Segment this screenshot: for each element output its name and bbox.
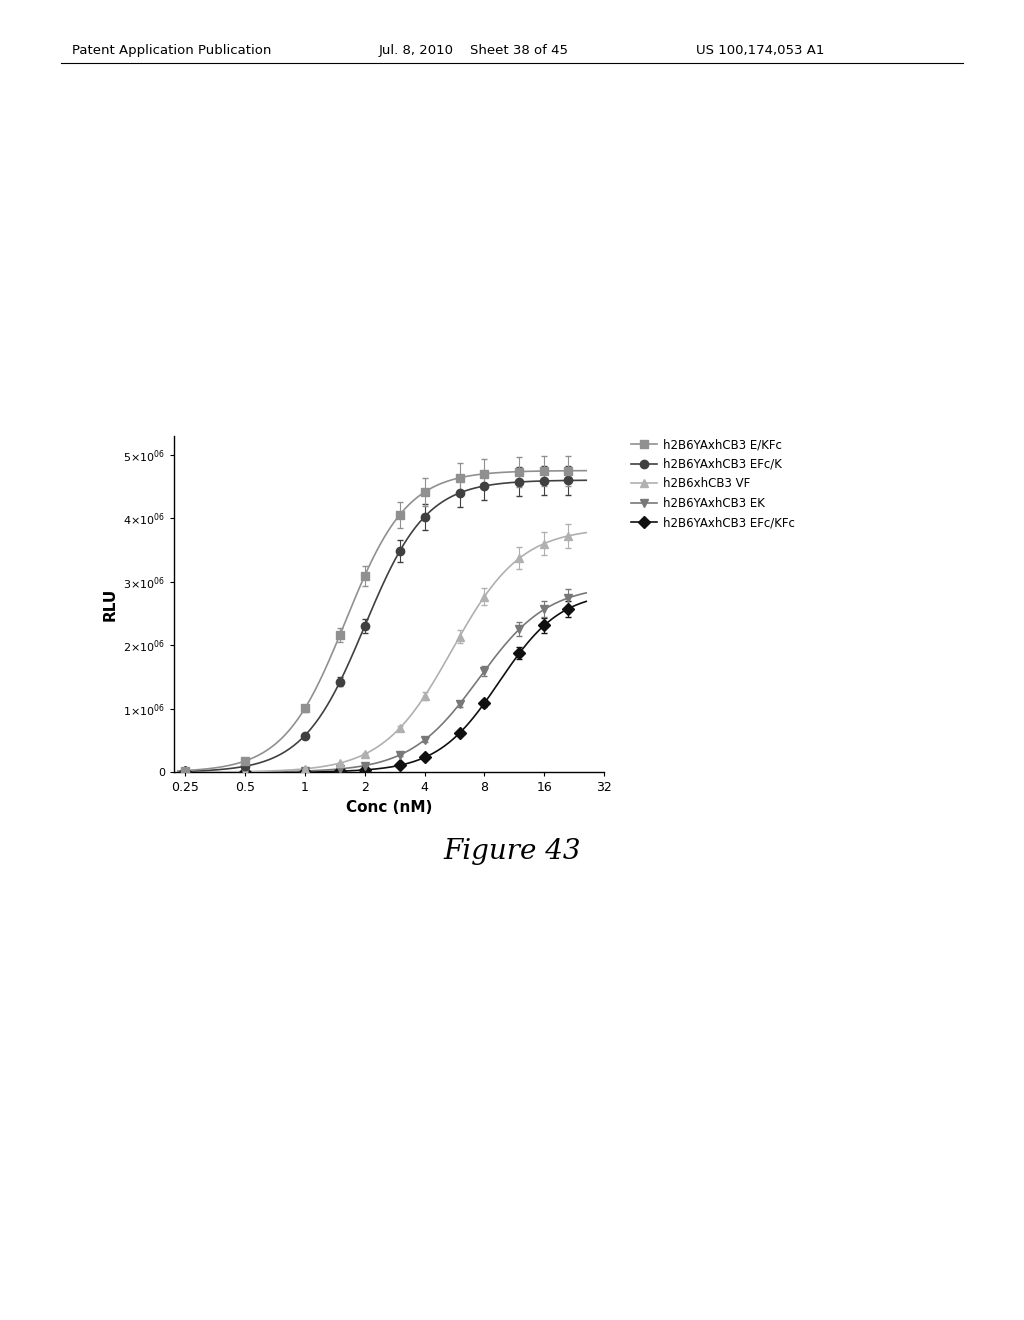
Text: Patent Application Publication: Patent Application Publication <box>72 44 271 57</box>
Legend: h2B6YAxhCB3 E/KFc, h2B6YAxhCB3 EFc/K, h2B6xhCB3 VF, h2B6YAxhCB3 EK, h2B6YAxhCB3 : h2B6YAxhCB3 E/KFc, h2B6YAxhCB3 EFc/K, h2… <box>628 434 798 533</box>
X-axis label: Conc (nM): Conc (nM) <box>346 800 432 814</box>
Text: Figure 43: Figure 43 <box>443 838 581 865</box>
Y-axis label: RLU: RLU <box>102 587 118 620</box>
Text: Jul. 8, 2010    Sheet 38 of 45: Jul. 8, 2010 Sheet 38 of 45 <box>379 44 569 57</box>
Text: US 100,174,053 A1: US 100,174,053 A1 <box>696 44 824 57</box>
